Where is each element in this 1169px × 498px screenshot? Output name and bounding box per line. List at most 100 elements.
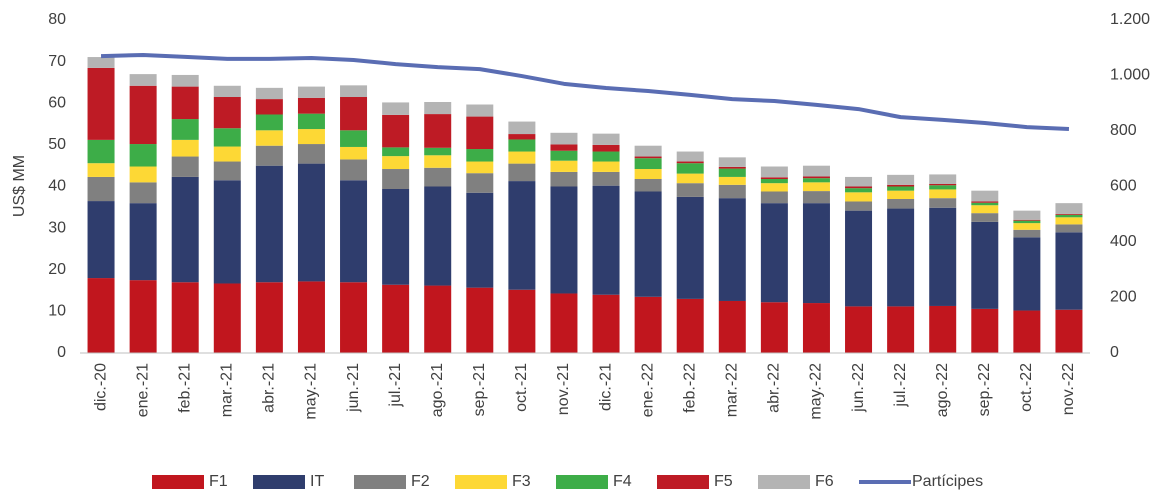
bar-segment	[971, 213, 999, 222]
x-tick-label: mar.-22	[724, 363, 741, 417]
bar-segment	[971, 201, 999, 203]
bar-segment	[802, 203, 830, 304]
bar-segment	[971, 202, 999, 206]
bar-segment	[87, 67, 115, 140]
bar-segment	[845, 186, 873, 189]
bar-segment	[255, 114, 283, 131]
bar-segment	[929, 185, 957, 190]
bar-segment	[718, 166, 746, 169]
bar-segment	[845, 188, 873, 193]
bar-segment	[213, 180, 241, 284]
y2-tick-label: 0	[1110, 344, 1119, 361]
bar-segment	[508, 121, 536, 135]
bar-segment	[129, 74, 157, 86]
bar-segment	[760, 183, 788, 192]
bar-segment	[550, 186, 578, 294]
bar-segment	[592, 294, 620, 353]
bar-segment	[213, 85, 241, 98]
x-tick-label: abr.-21	[261, 363, 278, 413]
bar-segment	[592, 161, 620, 172]
bar-segment	[466, 104, 494, 117]
bar-segment	[297, 144, 325, 164]
bar-segment	[424, 155, 452, 168]
legend-label: F4	[613, 473, 632, 490]
bar-segment	[845, 210, 873, 307]
x-tick-label: jun.-21	[345, 363, 362, 413]
bar-segment	[129, 85, 157, 145]
bar-segment	[382, 169, 410, 189]
x-tick-label: nov.-21	[555, 363, 572, 415]
bar-segment	[424, 167, 452, 187]
bar-segment	[171, 139, 199, 157]
bar-segment	[382, 114, 410, 148]
bar-segment	[466, 287, 494, 353]
y-tick-label: 10	[48, 303, 66, 320]
bar-segment	[129, 166, 157, 183]
bar-segment	[1055, 224, 1083, 233]
bar-segment	[718, 176, 746, 185]
bar-segment	[634, 158, 662, 170]
bar-segment	[255, 99, 283, 115]
bar-segment	[340, 282, 368, 353]
y-tick-label: 80	[48, 11, 66, 28]
legend-swatch	[556, 475, 608, 489]
bar-segment	[760, 302, 788, 353]
bar-segment	[971, 190, 999, 202]
bar-segment	[802, 176, 830, 179]
bar-segment	[466, 116, 494, 150]
y2-tick-label: 1.200	[1110, 11, 1150, 28]
bar-segment	[508, 139, 536, 152]
bar-segment	[424, 147, 452, 156]
bar-segment	[592, 185, 620, 295]
x-tick-label: ago.-22	[934, 363, 951, 417]
bar-segment	[171, 86, 199, 120]
legend-label: F6	[815, 473, 834, 490]
bar-segment	[887, 184, 915, 187]
bar-segment	[382, 156, 410, 170]
x-tick-label: jun.-22	[850, 363, 867, 413]
bar-segment	[760, 177, 788, 180]
bar-segment	[550, 132, 578, 145]
x-tick-label: dic.-21	[597, 363, 614, 411]
bar-segment	[171, 176, 199, 283]
bar-segment	[340, 180, 368, 283]
x-tick-label: ene.-21	[134, 363, 151, 417]
bar-segment	[929, 207, 957, 306]
y-tick-label: 40	[48, 178, 66, 195]
bar-segment	[213, 146, 241, 162]
bar-segment	[676, 161, 704, 164]
bar-segment	[1055, 214, 1083, 218]
bar-segment	[466, 161, 494, 174]
bar-segment	[213, 97, 241, 129]
legend-swatch	[455, 475, 507, 489]
bar-segment	[592, 171, 620, 186]
bar-segment	[676, 196, 704, 299]
x-tick-label: mar.-21	[219, 363, 236, 417]
y-tick-label: 0	[57, 344, 66, 361]
bar-segment	[382, 147, 410, 157]
bar-segment	[297, 97, 325, 114]
bar-segment	[255, 165, 283, 283]
bar-segment	[550, 293, 578, 353]
bar-segment	[592, 151, 620, 162]
bar-segment	[1055, 309, 1083, 353]
bar-segment	[887, 186, 915, 191]
bar-segment	[802, 165, 830, 177]
x-tick-label: sep.-21	[471, 363, 488, 416]
bar-segment	[340, 130, 368, 147]
bar-segment	[1013, 210, 1041, 220]
bar-segment	[255, 130, 283, 146]
bar-segment	[171, 119, 199, 140]
bar-segment	[718, 198, 746, 301]
bar-segment	[760, 166, 788, 178]
bar-segment	[550, 160, 578, 172]
bar-segment	[508, 163, 536, 182]
y-tick-label: 20	[48, 261, 66, 278]
bar-segment	[87, 57, 115, 68]
bar-segment	[676, 163, 704, 174]
y2-tick-label: 600	[1110, 178, 1137, 195]
x-tick-label: ago.-21	[429, 363, 446, 417]
bar-segment	[255, 145, 283, 166]
bar-segment	[424, 114, 452, 148]
